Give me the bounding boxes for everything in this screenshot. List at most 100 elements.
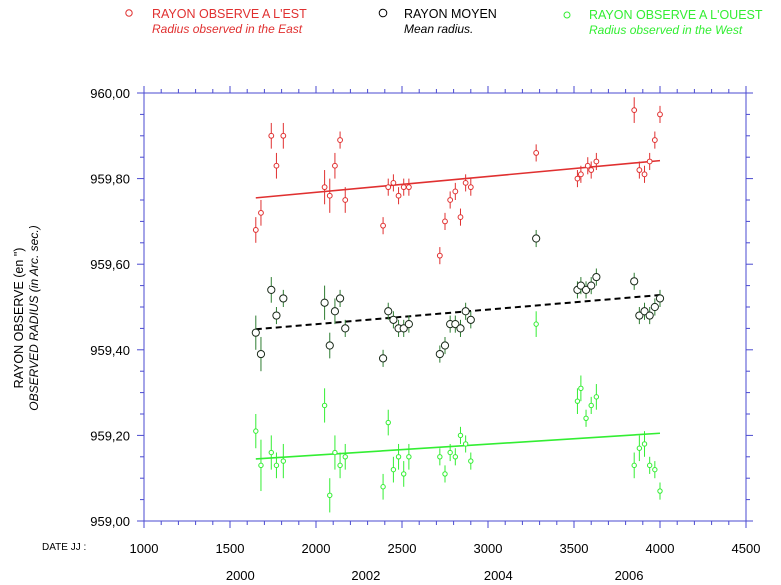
data-point-mean [251,328,260,337]
data-point-west [583,415,589,421]
trend-line-east [255,159,661,199]
data-point-west [442,471,448,477]
y-tick-label: 959,00 [90,514,130,529]
trend-line-mean [255,294,661,331]
data-point-east [258,209,264,216]
x-tick-label: 1500 [216,541,245,556]
data-point-east [385,184,392,191]
legend-marker-east [125,9,133,17]
data-point-mean [435,349,444,359]
data-point-mean [341,324,350,333]
data-point-west [593,394,600,400]
x-tick-label: 1000 [130,541,159,556]
data-point-east [467,184,474,191]
data-point-east [395,192,402,199]
data-point-west [533,321,539,327]
data-point-mean [592,272,601,282]
data-point-mean [581,285,591,294]
legend-sublabel-east: Radius observed in the East [152,22,303,36]
data-point-west [457,432,464,439]
data-point-west [401,471,407,477]
axes: 959,00 959,20 959,40 959,60 959,80 960,00 1000… [90,86,760,583]
data-point-west [332,449,338,456]
data-point-west [327,492,333,499]
data-point-west [395,454,402,460]
data-point-east [400,184,407,191]
data-point-east [268,132,275,139]
x-tick-label: 4000 [646,541,675,556]
data-point-west [657,488,663,494]
data-point-west [253,428,259,434]
data-point-west [462,441,469,447]
data-point-mean [272,311,281,320]
data-point-mean [645,311,654,320]
data-point-west [342,454,348,460]
data-point-west [406,454,412,460]
y-tick-label: 959,60 [90,257,130,272]
data-point-west [437,454,443,460]
data-point-mean [576,281,585,290]
data-point-west [636,445,643,451]
data-point-east [332,162,338,169]
legend-item-east: RAYON OBSERVE A L'EST Radius observed in… [125,7,307,36]
series-mean [251,229,665,372]
trend-line-west [255,432,661,460]
data-point-west [641,441,648,447]
data-point-mean [384,307,393,316]
data-point-east [326,192,333,199]
y-tick-label: 960,00 [90,86,130,101]
data-point-east [452,188,459,195]
data-point-east [321,184,328,191]
data-point-east [457,214,464,221]
year-label: 2004 [484,568,513,583]
legend-label-east: RAYON OBSERVE A L'EST [152,7,307,21]
legend-marker-west [563,11,571,19]
data-point-east [280,132,287,139]
data-point-mean [399,324,408,333]
data-point-mean [335,294,345,303]
x-tick-label: 4500 [732,541,761,556]
data-point-east [447,197,454,203]
data-point-mean [630,277,639,286]
data-point-mean [650,302,659,312]
data-point-west [321,402,328,409]
x-tick-label: 2000 [302,541,331,556]
data-point-mean [325,341,334,350]
y-tick-label: 959,20 [90,428,130,443]
data-point-west [646,462,653,469]
year-label: 2002 [351,568,380,583]
data-point-mean [440,341,450,350]
data-point-east [337,137,343,143]
series-layer [251,97,665,513]
data-point-west [574,398,581,404]
data-point-east [342,197,349,203]
data-point-east [577,171,584,178]
data-point-mean [655,294,665,303]
x-axis-prefix: DATE JJ : [42,542,86,553]
x-tick-label: 3500 [560,541,589,556]
data-point-mean [330,307,340,316]
data-point-west [380,484,386,490]
series-east [252,97,663,265]
data-point-west [447,449,453,456]
y-axis-title-en: OBSERVED RADIUS (in Arc. sec.) [27,225,41,410]
data-point-west [273,462,280,469]
data-point-east [252,227,259,233]
data-point-east [646,158,653,165]
data-point-east [651,137,658,143]
data-point-mean [532,234,541,243]
series-west [253,311,663,513]
data-point-east [533,150,540,156]
year-label: 2000 [226,568,255,583]
data-point-mean [461,307,470,316]
data-point-west [337,462,343,469]
legend-sublabel-mean: Mean radius. [404,22,473,36]
data-point-east [657,111,663,118]
y-axis-title-fr: RAYON OBSERVE (en ") [12,248,26,389]
legend-item-west: RAYON OBSERVE A L'OUEST Radius observed … [563,8,763,37]
data-point-mean [404,320,413,329]
data-point-mean [389,315,398,324]
data-point-east [380,222,386,229]
data-point-west [385,419,391,426]
